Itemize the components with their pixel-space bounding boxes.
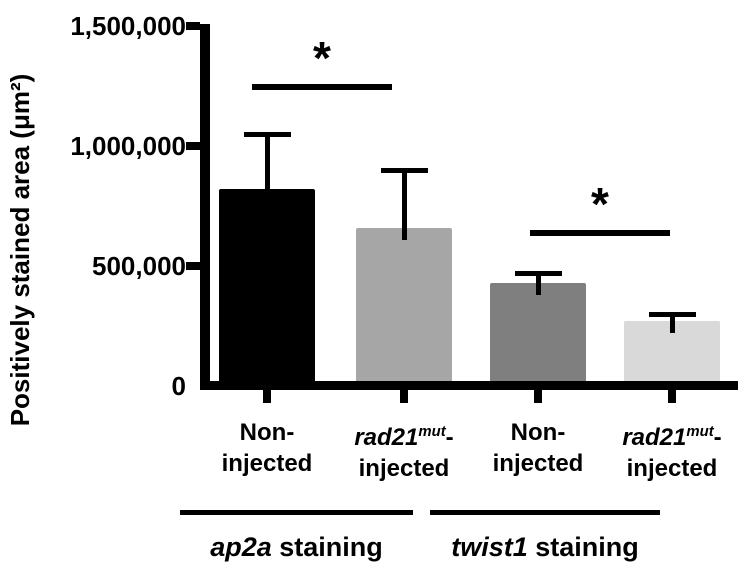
label-text: Non- xyxy=(239,419,295,446)
x-axis-label: Non-injected xyxy=(192,417,342,479)
label-text: rad21 xyxy=(622,424,687,451)
error-bar-cap xyxy=(514,271,562,277)
y-axis-title: Positively stained area (μm²) xyxy=(5,73,35,427)
y-tick-label: 500,000 xyxy=(92,251,186,281)
label-text: injected xyxy=(492,450,584,477)
y-tick-mark xyxy=(186,22,200,30)
bar xyxy=(219,189,315,388)
y-tick-label: 0 xyxy=(171,371,186,401)
significance-line xyxy=(530,230,670,236)
error-bar-cap xyxy=(243,132,291,137)
label-text: injected xyxy=(221,450,313,477)
significance-asterisk: * xyxy=(313,32,331,84)
group-underline xyxy=(430,510,660,515)
x-tick-mark xyxy=(263,390,271,403)
bar xyxy=(356,227,452,388)
x-tick-mark xyxy=(400,390,408,403)
error-bar-cap xyxy=(648,312,696,317)
x-axis-label-line: injected xyxy=(192,448,342,479)
x-axis-label-line: Non- xyxy=(192,417,342,448)
x-axis-label-line: rad21mut- xyxy=(329,417,479,453)
x-axis-line xyxy=(200,381,738,390)
error-bar-cap xyxy=(380,168,428,173)
y-tick-label: 1,000,000 xyxy=(70,131,186,161)
y-tick-mark xyxy=(186,262,200,270)
x-axis-label: rad21mut-injected xyxy=(329,417,479,484)
x-axis-label-line: injected xyxy=(597,453,747,484)
label-text: staining xyxy=(271,532,383,562)
error-bar-stem xyxy=(265,134,270,202)
y-tick-mark xyxy=(186,142,200,150)
label-text: mut xyxy=(686,424,714,440)
error-bar-stem xyxy=(670,314,675,334)
group-label: twist1 staining xyxy=(425,531,665,563)
x-axis-label: rad21mut-injected xyxy=(597,417,747,484)
x-axis-label-line: injected xyxy=(463,448,613,479)
group-label: ap2a staining xyxy=(177,531,417,563)
bar xyxy=(490,282,586,388)
x-axis-label-line: rad21mut- xyxy=(597,417,747,453)
error-bar-stem xyxy=(402,170,407,240)
label-text: - xyxy=(445,424,454,451)
x-tick-mark xyxy=(668,390,676,403)
y-tick-label: 1,500,000 xyxy=(70,11,186,41)
label-text: injected xyxy=(626,455,718,482)
significance-line xyxy=(252,84,392,90)
significance-asterisk: * xyxy=(591,178,609,230)
x-tick-mark xyxy=(534,390,542,403)
label-text: twist1 xyxy=(451,532,528,562)
x-axis-label: Non-injected xyxy=(463,417,613,479)
label-text: rad21 xyxy=(354,424,419,451)
label-text: staining xyxy=(527,532,639,562)
label-text: Non- xyxy=(510,419,566,446)
x-axis-label-line: injected xyxy=(329,453,479,484)
label-text: - xyxy=(713,424,722,451)
label-text: injected xyxy=(358,455,450,482)
label-text: ap2a xyxy=(210,532,272,562)
label-text: mut xyxy=(418,424,446,440)
group-underline xyxy=(180,510,413,515)
x-axis-label-line: Non- xyxy=(463,417,613,448)
error-bar-stem xyxy=(536,273,541,295)
y-axis-line xyxy=(200,24,210,390)
